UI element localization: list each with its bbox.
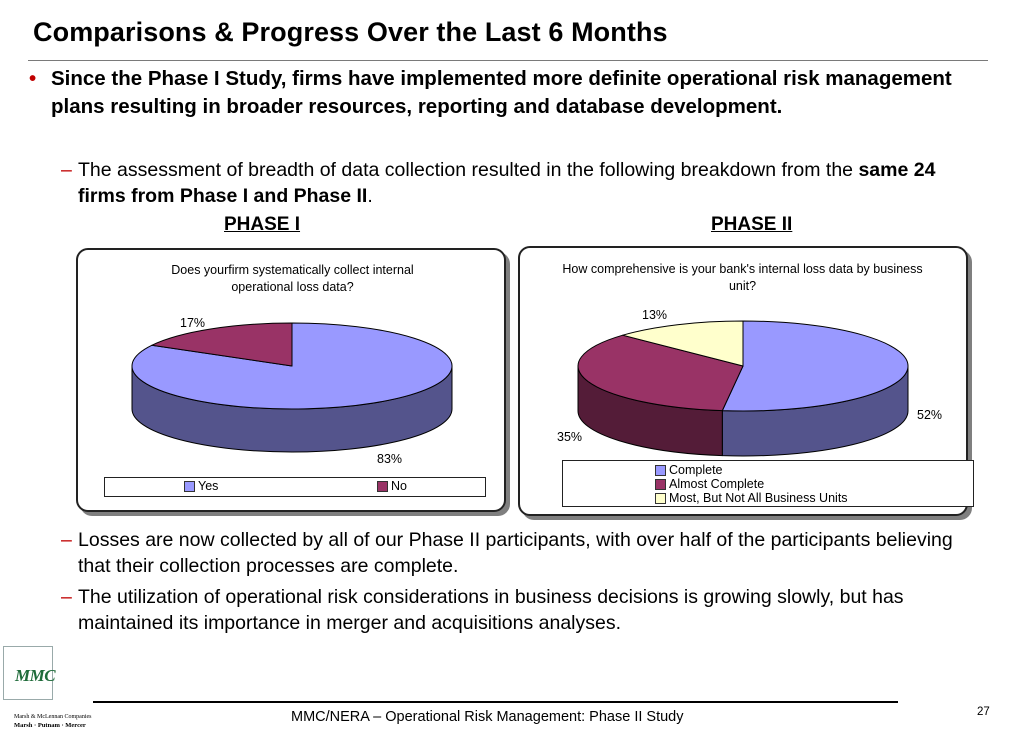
- page-number: 27: [977, 706, 990, 718]
- legend-label-yes: Yes: [198, 479, 219, 493]
- sub-bullet-3: – The utilization of operational risk co…: [61, 584, 981, 636]
- sub-bullet-1-text: The assessment of breadth of data collec…: [78, 159, 859, 181]
- pie-slice-complete: [721, 320, 909, 412]
- company-name: Marsh & McLennan Companies: [14, 714, 92, 720]
- legend-item-yes: Yes: [184, 479, 218, 493]
- main-bullet-text: Since the Phase I Study, firms have impl…: [51, 67, 952, 118]
- phase-2-heading: PHASE II: [711, 214, 793, 235]
- sub-bullet-2: – Losses are now collected by all of our…: [61, 527, 981, 579]
- phase-2-legend: Complete Almost Complete Most, But Not A…: [562, 460, 974, 507]
- dash-icon: –: [61, 159, 72, 181]
- legend-item-almost: Almost Complete: [655, 477, 764, 491]
- phase-2-chart-title: How comprehensive is your bank's interna…: [562, 262, 923, 293]
- phase-1-legend: Yes No: [104, 477, 486, 497]
- legend-swatch-most: [655, 493, 666, 505]
- sub-bullet-3-text: The utilization of operational risk cons…: [78, 586, 904, 634]
- legend-swatch-no: [377, 481, 388, 493]
- phase-1-chart-title: Does yourfirm systematically collect int…: [171, 263, 414, 294]
- footer-divider: [93, 701, 898, 703]
- dash-icon: –: [61, 529, 72, 551]
- title-divider: [28, 60, 988, 61]
- phase-1-label-no: 17%: [180, 316, 206, 330]
- phase-2-label-almost: 35%: [557, 430, 583, 444]
- pie-slice-most: [622, 320, 744, 367]
- sub-bullet-1: – The assessment of breadth of data coll…: [61, 157, 981, 209]
- pie-slice-no: [151, 322, 293, 367]
- phase-1-label-yes: 83%: [377, 452, 403, 466]
- sub-bullet-1-bold: same 24 firms from Phase I and Phase II: [78, 159, 936, 207]
- dash-icon: –: [61, 586, 72, 608]
- legend-item-most: Most, But Not All Business Units: [655, 491, 848, 505]
- legend-item-no: No: [377, 479, 407, 493]
- legend-swatch-yes: [184, 481, 195, 493]
- bullet-icon: •: [29, 67, 37, 90]
- legend-swatch-complete: [655, 465, 666, 477]
- phase-2-label-most: 13%: [642, 308, 668, 322]
- legend-item-complete: Complete: [655, 463, 723, 477]
- sub-bullet-1-end: .: [367, 185, 373, 207]
- legend-label-almost: Almost Complete: [669, 477, 765, 491]
- phase-1-heading: PHASE I: [224, 214, 301, 235]
- legend-swatch-almost: [655, 479, 666, 491]
- footer-text: MMC/NERA – Operational Risk Management: …: [291, 709, 684, 725]
- sub-bullet-2-text: Losses are now collected by all of our P…: [78, 529, 953, 577]
- mmc-logo-text: MMC: [15, 666, 56, 685]
- mmc-logo: [3, 646, 53, 700]
- legend-label-most: Most, But Not All Business Units: [669, 491, 848, 505]
- phase-2-label-complete: 52%: [917, 408, 943, 422]
- pie-slice-almost-complete: [577, 334, 744, 412]
- slide-title: Comparisons & Progress Over the Last 6 M…: [33, 17, 668, 47]
- company-brands: Marsh · Putnam · Mercer: [14, 722, 86, 729]
- legend-label-complete: Complete: [669, 463, 723, 477]
- legend-label-no: No: [391, 479, 407, 493]
- main-bullet: • Since the Phase I Study, firms have im…: [29, 65, 983, 121]
